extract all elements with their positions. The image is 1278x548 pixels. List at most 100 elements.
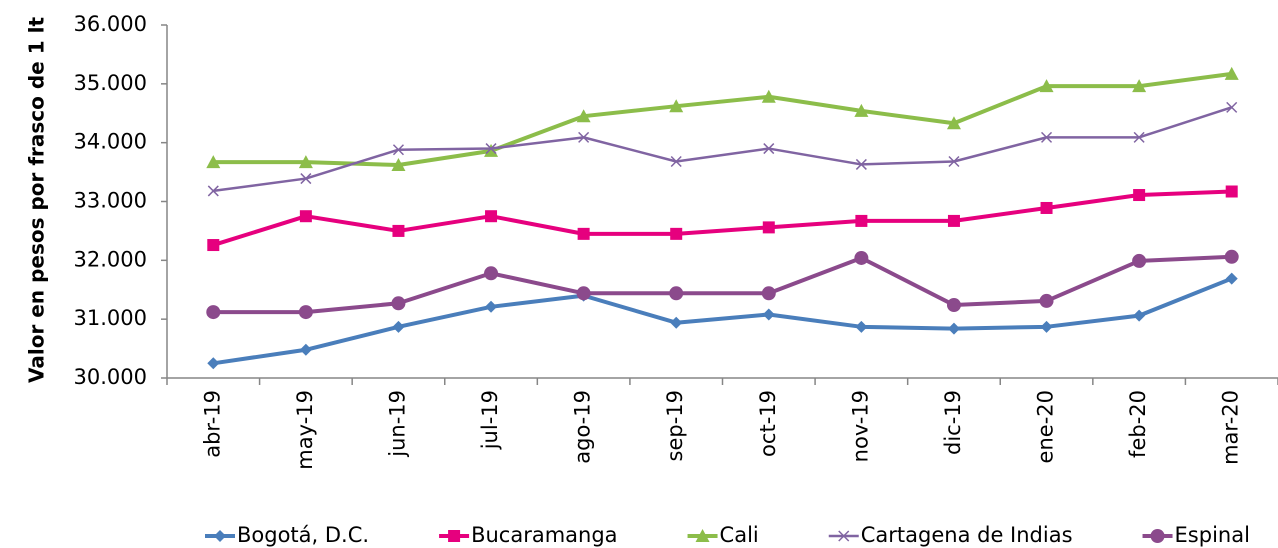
marker [1039, 79, 1054, 93]
legend-item: Espinal [1142, 523, 1250, 547]
marker [1224, 66, 1239, 80]
marker [855, 320, 868, 333]
x-tick-label: feb-20 [1126, 390, 1150, 458]
legend-label: Bucaramanga [471, 523, 617, 547]
marker [1226, 101, 1238, 113]
marker [298, 155, 313, 169]
marker [206, 305, 221, 320]
marker [391, 158, 406, 172]
legend-label: Cartagena de Indias [861, 523, 1073, 547]
marker [484, 143, 499, 157]
marker [300, 173, 312, 185]
marker [578, 131, 590, 143]
marker [1133, 189, 1146, 202]
x-tick-label: nov-19 [848, 390, 872, 462]
marker [1039, 293, 1054, 308]
legend-item: Cali [687, 523, 759, 547]
marker [207, 239, 220, 252]
marker [1150, 529, 1165, 543]
marker [695, 529, 710, 542]
marker [576, 286, 591, 301]
marker [669, 286, 684, 301]
marker [448, 530, 461, 542]
marker [207, 357, 220, 370]
marker [1040, 201, 1053, 214]
y-axis-title: Valor en pesos por frasco de 1 lt [25, 17, 49, 383]
marker [392, 224, 405, 237]
marker [670, 316, 683, 329]
marker [298, 305, 313, 320]
marker [854, 250, 869, 265]
series-line [213, 106, 1233, 193]
marker [838, 530, 850, 542]
x-tick-label: jun-19 [385, 390, 409, 458]
marker [947, 322, 960, 335]
series-line [213, 276, 1233, 366]
marker [855, 158, 867, 170]
marker [1133, 131, 1145, 143]
y-tick-label: 31.000 [74, 306, 147, 330]
marker [214, 530, 226, 542]
x-tick-label: ene-20 [1034, 390, 1058, 463]
marker [485, 300, 498, 313]
y-tick-label: 34.000 [74, 130, 147, 154]
y-tick-label: 32.000 [74, 247, 147, 271]
marker [669, 99, 684, 113]
marker [763, 143, 775, 155]
x-tick-label: jul-19 [478, 390, 502, 450]
y-tick-label: 36.000 [74, 12, 147, 36]
marker [485, 210, 498, 223]
legend-item: Bogotá, D.C. [205, 523, 369, 547]
x-tick-label: may-19 [293, 390, 317, 470]
marker [392, 320, 405, 333]
marker [1041, 131, 1053, 143]
y-tick-label: 30.000 [74, 365, 147, 389]
x-tick-label: sep-19 [663, 390, 687, 462]
series-line [213, 254, 1232, 315]
marker [299, 210, 312, 223]
marker [1224, 249, 1239, 264]
marker [484, 266, 499, 281]
legend: Bogotá, D.C. Bucaramanga Cali Cartagena de … [205, 523, 1250, 547]
legend-label: Cali [720, 523, 759, 547]
marker [762, 308, 775, 321]
y-tick-label: 35.000 [74, 71, 147, 95]
marker [948, 155, 960, 168]
marker [1040, 320, 1053, 333]
marker [761, 89, 776, 103]
marker [946, 116, 961, 130]
marker [1132, 253, 1147, 268]
x-tick-label: mar-20 [1219, 390, 1243, 465]
marker [1225, 272, 1238, 285]
marker [854, 103, 869, 117]
marker [577, 227, 590, 240]
marker [670, 227, 683, 240]
marker [299, 343, 312, 356]
marker [947, 214, 960, 227]
series-line [212, 189, 1232, 247]
marker [485, 143, 497, 155]
marker [391, 296, 406, 311]
legend-item: Cartagena de Indias [828, 523, 1073, 547]
marker [855, 214, 868, 227]
marker [576, 109, 591, 123]
legend-item: Bucaramanga [439, 523, 618, 547]
marker [207, 185, 219, 197]
marker [670, 155, 682, 168]
marker [762, 221, 775, 234]
x-tick-label: ago-19 [571, 390, 595, 464]
marker [1133, 309, 1146, 322]
x-tick-label: oct-19 [756, 390, 780, 457]
y-tick-label: 33.000 [74, 189, 147, 213]
marker [1132, 79, 1147, 93]
marker [1225, 185, 1238, 198]
marker [392, 144, 404, 156]
marker [206, 155, 221, 169]
marker [761, 286, 776, 301]
marker [946, 298, 961, 313]
legend-label: Bogotá, D.C. [237, 523, 369, 547]
x-tick-label: abr-19 [200, 390, 224, 458]
legend-label: Espinal [1175, 523, 1250, 547]
series-line [213, 71, 1232, 168]
